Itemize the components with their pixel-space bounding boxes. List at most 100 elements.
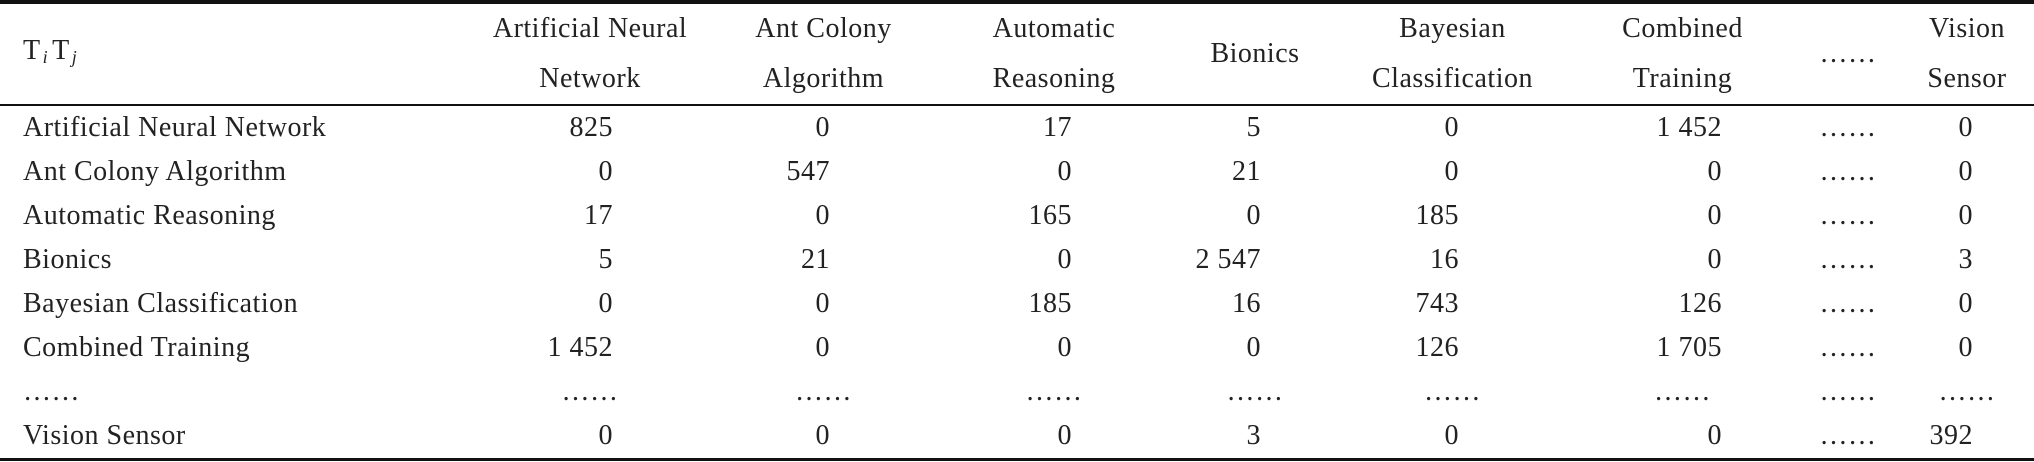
cell: 185 [1415, 200, 1459, 231]
cell: 16 [1232, 288, 1261, 319]
header-line: Algorithm [762, 63, 885, 94]
cell: 3 [1958, 244, 1973, 275]
cell: …… [1654, 376, 1711, 407]
cell: 1 452 [1656, 112, 1722, 143]
header-line: …… [1819, 38, 1877, 69]
table-row: Combined Training 1 452 0 0 0 126 1 705 …… 0 [0, 326, 2034, 370]
cell: 0 [1246, 332, 1261, 363]
row-label: Ant Colony Algorithm [23, 156, 287, 187]
cell: 0 [1057, 244, 1072, 275]
cell: …… [1819, 332, 1877, 363]
header-line: Bayesian [1399, 13, 1506, 44]
table-row: Ant Colony Algorithm 0 547 0 21 0 0 …… 0 [0, 150, 2034, 194]
header-line: Vision [1929, 13, 2005, 44]
cell: 0 [1246, 200, 1261, 231]
cell: 185 [1028, 288, 1072, 319]
cell: …… [1819, 156, 1877, 187]
cell: 17 [584, 200, 613, 231]
cell: 0 [1057, 332, 1072, 363]
column-header: Bionics [1174, 2, 1336, 106]
row-label: Combined Training [23, 332, 251, 363]
header-line: Network [539, 63, 641, 94]
corner-symbol: T [23, 35, 41, 66]
corner-subscript: i [42, 47, 49, 67]
table-row: Bionics 5 21 0 2 547 16 0 …… 3 [0, 238, 2034, 282]
cell: 0 [815, 288, 830, 319]
cell: 0 [1958, 288, 1973, 319]
column-header: Bayesian Classification [1336, 2, 1569, 106]
cell: 0 [815, 200, 830, 231]
cell: …… [795, 376, 852, 407]
table-row: …… …… …… …… …… …… …… …… …… [0, 370, 2034, 414]
cell: 0 [1444, 112, 1459, 143]
cell: 0 [1958, 200, 1973, 231]
cell: 743 [1415, 288, 1459, 319]
header-line: Training [1632, 63, 1733, 94]
cell: 0 [598, 156, 613, 187]
table-row: Bayesian Classification 0 0 185 16 743 126 …… 0 [0, 282, 2034, 326]
header-line: Combined [1622, 13, 1743, 44]
cell: 0 [598, 420, 613, 451]
column-header: Automatic Reasoning [934, 2, 1174, 106]
header-line: Automatic [992, 13, 1116, 44]
cell: 21 [1232, 156, 1261, 187]
header-line: Bionics [1210, 38, 1300, 69]
row-label: Bayesian Classification [23, 288, 299, 319]
table-row: Vision Sensor 0 0 0 3 0 0 …… 392 [0, 414, 2034, 460]
cell: …… [1424, 376, 1481, 407]
cell: 0 [1057, 156, 1072, 187]
cell: …… [1226, 376, 1284, 407]
cell: …… [1819, 244, 1877, 275]
corner-subscript: j [71, 47, 78, 67]
cell: 825 [569, 112, 613, 143]
cell: 0 [1444, 156, 1459, 187]
cell: 0 [1057, 420, 1072, 451]
header-line: Artificial Neural [492, 13, 688, 44]
table-row: Artificial Neural Network 825 0 17 5 0 1 452 ……… [0, 105, 2034, 150]
cell: 126 [1678, 288, 1722, 319]
cell: 0 [1958, 156, 1973, 187]
cell: 1 705 [1656, 332, 1722, 363]
cell: 547 [786, 156, 830, 187]
cell: 165 [1028, 200, 1072, 231]
column-header: Ant Colony Algorithm [713, 2, 934, 106]
corner-symbol: T [52, 35, 70, 66]
column-header: Combined Training [1569, 2, 1796, 106]
cell: 0 [1707, 420, 1722, 451]
cell: 0 [1444, 420, 1459, 451]
cell: …… [1938, 376, 1996, 407]
cell: 3 [1246, 420, 1261, 451]
cell: 0 [1958, 112, 1973, 143]
column-header: …… [1796, 2, 1900, 106]
cell: 0 [1707, 200, 1722, 231]
header-line: Sensor [1927, 63, 2007, 94]
cell: 0 [815, 112, 830, 143]
row-label: Vision Sensor [23, 420, 186, 451]
row-label: …… [23, 376, 80, 407]
cell: 0 [1958, 332, 1973, 363]
header-line: Reasoning [992, 63, 1116, 94]
row-label: Bionics [23, 244, 113, 275]
cell: 0 [815, 420, 830, 451]
cell: 1 452 [547, 332, 613, 363]
cell: …… [1819, 288, 1877, 319]
cell: 0 [598, 288, 613, 319]
cell: …… [561, 376, 619, 407]
cell: 2 547 [1195, 244, 1261, 275]
header-line: Ant Colony [755, 13, 892, 44]
cell: …… [1819, 112, 1877, 143]
cell: …… [1819, 420, 1877, 451]
cell: 16 [1430, 244, 1459, 275]
cell: …… [1819, 200, 1877, 231]
cell: 21 [801, 244, 830, 275]
cell: 392 [1929, 420, 1973, 451]
header-line: Classification [1372, 63, 1533, 94]
cell: 5 [1246, 112, 1261, 143]
table-body: Artificial Neural Network 825 0 17 5 0 1 452 ……… [0, 105, 2034, 460]
column-header: Artificial Neural Network [467, 2, 713, 106]
